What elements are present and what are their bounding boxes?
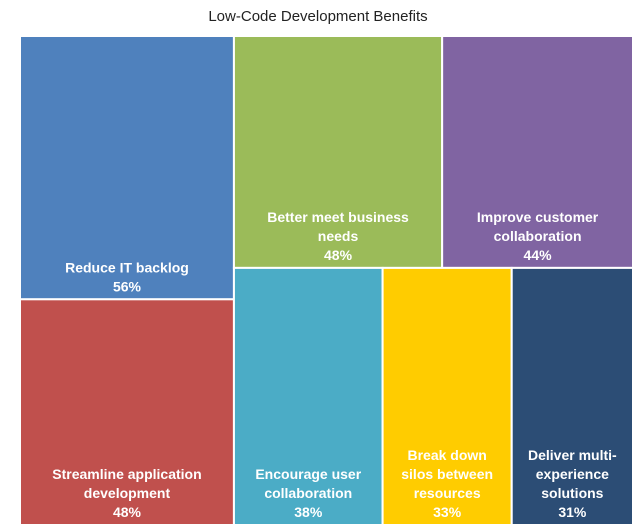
- tile-name-label: needs: [318, 228, 359, 244]
- tile-name-label: Encourage user: [255, 466, 361, 482]
- tile-value-label: 33%: [433, 504, 462, 520]
- tile-encourage-user-collaboration: Encourage user collaboration 38%: [232, 266, 384, 526]
- chart-title: Low-Code Development Benefits: [208, 8, 428, 25]
- tile-name-label: Deliver multi-: [528, 447, 617, 463]
- tile-name-label: experience: [536, 466, 609, 482]
- tile-rect: [510, 266, 635, 526]
- tile-name-label: resources: [414, 485, 481, 501]
- tile-rect: [232, 35, 444, 269]
- tile-streamline-application-development: Streamline application development 48%: [19, 298, 235, 526]
- tile-break-down-silos-between-resources: Break down silos between resources 33%: [381, 266, 513, 526]
- tile-rect: [19, 298, 235, 526]
- tile-name-label: collaboration: [264, 485, 352, 501]
- tile-deliver-multi-experience-solutions: Deliver multi-experience solutions 31%: [510, 266, 635, 526]
- tile-better-meet-business-needs: Better meet business needs 48%: [232, 35, 444, 269]
- tile-value-label: 48%: [324, 247, 353, 263]
- tile-value-label: 38%: [294, 504, 323, 520]
- tile-name-label: Better meet business: [267, 209, 409, 225]
- tile-value-label: 56%: [113, 278, 142, 294]
- tile-rect: [19, 35, 235, 301]
- tile-value-label: 44%: [524, 247, 553, 263]
- tile-name-label: Streamline application: [52, 466, 201, 482]
- tile-name-label: Break down: [407, 447, 486, 463]
- tile-name-label: collaboration: [494, 228, 582, 244]
- tile-name-label: Reduce IT backlog: [65, 259, 189, 275]
- tile-value-label: 31%: [558, 504, 587, 520]
- tile-rect: [232, 266, 384, 526]
- tile-rect: [381, 266, 513, 526]
- tile-name-label: Improve customer: [477, 209, 599, 225]
- tile-name-label: development: [84, 485, 171, 501]
- tile-rect: [441, 35, 634, 269]
- tile-value-label: 48%: [113, 504, 142, 520]
- tile-name-label: silos between: [401, 466, 493, 482]
- tile-reduce-it-backlog: Reduce IT backlog 56%: [19, 35, 235, 301]
- tile-improve-customer-collaboration: Improve customer collaboration 44%: [441, 35, 634, 269]
- tile-name-label: solutions: [541, 485, 603, 501]
